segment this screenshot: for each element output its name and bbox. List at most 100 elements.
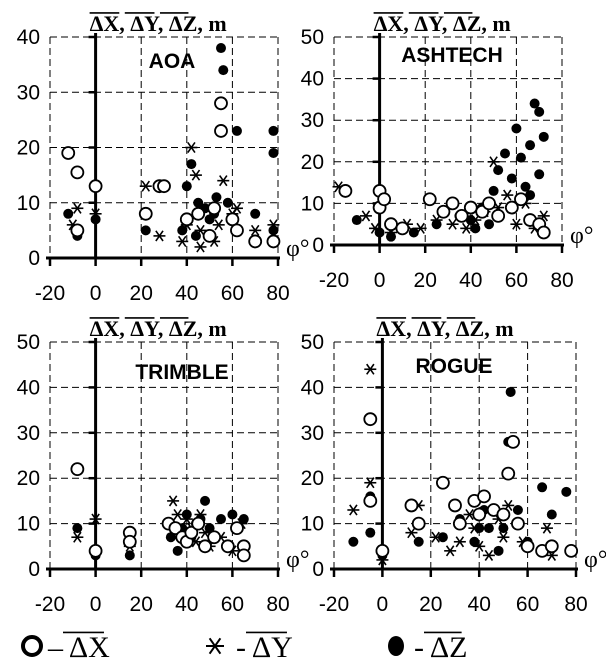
asterisk-marker — [540, 522, 553, 534]
open-circle-marker — [411, 516, 426, 531]
filled-circle-marker — [218, 65, 229, 76]
filled-circle-marker — [200, 495, 211, 506]
series-open-circle — [70, 462, 251, 563]
open-circle-marker — [179, 212, 194, 227]
y-tick-label: 10 — [301, 192, 324, 215]
open-circle-marker — [220, 539, 235, 554]
open-circle-marker — [375, 543, 390, 558]
open-circle-marker — [157, 179, 171, 194]
x-tick-label: 40 — [459, 269, 482, 292]
scatter-panel-trimble: 0 10 20 30 40 50 -20 0 20 40 60 80 TRIMBLE ΔX, ΔY, ΔZ… — [17, 316, 310, 616]
open-circle-marker — [198, 539, 212, 554]
filled-circle-marker — [512, 504, 523, 515]
asterisk-marker — [446, 218, 459, 230]
asterisk-marker — [194, 241, 207, 253]
scatter-panel-rogue: 0 10 20 30 40 50 -20 0 20 40 60 80 ROGUE ΔX, ΔY, ΔZ, … — [301, 316, 606, 616]
x-tick-label: 60 — [505, 269, 528, 292]
y-tick-label: 20 — [301, 467, 324, 490]
x-tick-label: -20 — [35, 282, 65, 305]
filled-circle-marker — [488, 185, 499, 196]
legend-open-circle — [21, 635, 43, 657]
y-tick-label: 10 — [301, 513, 324, 536]
open-circle-marker — [384, 217, 398, 232]
y-tick-label: 0 — [312, 234, 324, 257]
x-tick-label: -20 — [319, 269, 349, 292]
y-tick-label: 10 — [17, 513, 40, 536]
filled-circle-marker — [140, 225, 151, 236]
open-circle-marker — [395, 221, 410, 236]
open-circle-marker — [70, 165, 85, 180]
filled-circle-marker — [484, 219, 495, 230]
x-tick-label: 20 — [130, 282, 153, 305]
scatter-panel-aoa: 0 10 20 30 40 -20 0 20 40 60 80 AOA ΔX, ΔY, ΔZ, m φ° — [17, 11, 310, 305]
asterisk-marker — [497, 531, 510, 543]
asterisk-marker — [249, 224, 262, 236]
panel-title: ROGUE — [415, 355, 492, 378]
asterisk-marker — [364, 363, 377, 375]
filled-circle-marker — [500, 148, 510, 159]
open-circle-marker — [422, 192, 437, 207]
open-circle-marker — [61, 146, 76, 160]
asterisk-marker — [501, 189, 514, 201]
open-circle-marker — [520, 539, 535, 554]
open-circle-marker — [463, 200, 478, 215]
y-tick-label: 0 — [28, 558, 40, 581]
open-circle-marker — [363, 493, 378, 508]
x-tick-label: 20 — [419, 593, 442, 616]
x-tick-label: 40 — [175, 593, 198, 616]
open-circle-marker — [436, 204, 451, 219]
x-axis-label: φ° — [286, 547, 309, 573]
filled-circle-marker — [413, 536, 424, 547]
y-tick-label: 40 — [17, 26, 40, 49]
filled-circle-marker — [124, 550, 135, 561]
asterisk-marker — [364, 477, 377, 489]
y-tick-label: 50 — [301, 26, 324, 49]
filled-circle-marker — [515, 152, 526, 163]
filled-circle-marker — [493, 165, 504, 176]
y-tick-label: 0 — [28, 247, 40, 270]
open-circle-marker — [536, 225, 551, 240]
y-tick-label: 20 — [301, 151, 324, 174]
filled-circle-marker — [227, 509, 238, 520]
asterisk-marker — [230, 202, 243, 214]
filled-circle-marker — [520, 181, 531, 192]
open-circle-marker — [266, 234, 281, 249]
y-tick-label: 50 — [301, 331, 324, 354]
open-circle-marker — [214, 124, 228, 138]
open-circle-marker — [202, 228, 217, 243]
filled-circle-marker — [529, 98, 540, 109]
y-tick-label: 30 — [17, 81, 40, 104]
filled-circle-marker — [351, 215, 362, 226]
filled-circle-marker — [386, 231, 396, 242]
legend-asterisk — [206, 637, 224, 655]
legend-label: - ΔZ — [414, 631, 467, 664]
open-circle-marker — [248, 234, 263, 249]
filled-circle-marker — [470, 223, 481, 234]
open-circle-marker — [230, 223, 244, 238]
panel-title: TRIMBLE — [135, 361, 228, 384]
open-circle-marker — [70, 223, 85, 238]
x-tick-label: 40 — [175, 282, 198, 305]
x-tick-label: 20 — [414, 269, 437, 292]
filled-circle-marker — [250, 208, 261, 219]
asterisk-marker — [460, 222, 473, 234]
y-axis-label: ΔX, ΔY, ΔZ, m — [90, 11, 227, 36]
filled-circle-marker — [186, 159, 197, 170]
panel-title: AOA — [149, 50, 196, 73]
asterisk-marker — [139, 180, 152, 192]
open-circle-marker — [191, 516, 206, 531]
filled-circle-marker — [537, 482, 548, 493]
y-tick-label: 30 — [301, 109, 324, 132]
asterisk-marker — [194, 224, 207, 236]
x-tick-label: 60 — [221, 593, 244, 616]
asterisk-marker — [185, 141, 198, 154]
asterisk-marker — [429, 531, 442, 543]
asterisk-marker — [405, 527, 418, 539]
open-circle-marker — [207, 201, 222, 216]
filled-circle-marker — [525, 140, 536, 151]
x-tick-label: 80 — [550, 269, 573, 292]
y-tick-label: 30 — [17, 422, 40, 445]
y-tick-label: 10 — [17, 192, 40, 215]
asterisk-marker — [453, 536, 466, 548]
